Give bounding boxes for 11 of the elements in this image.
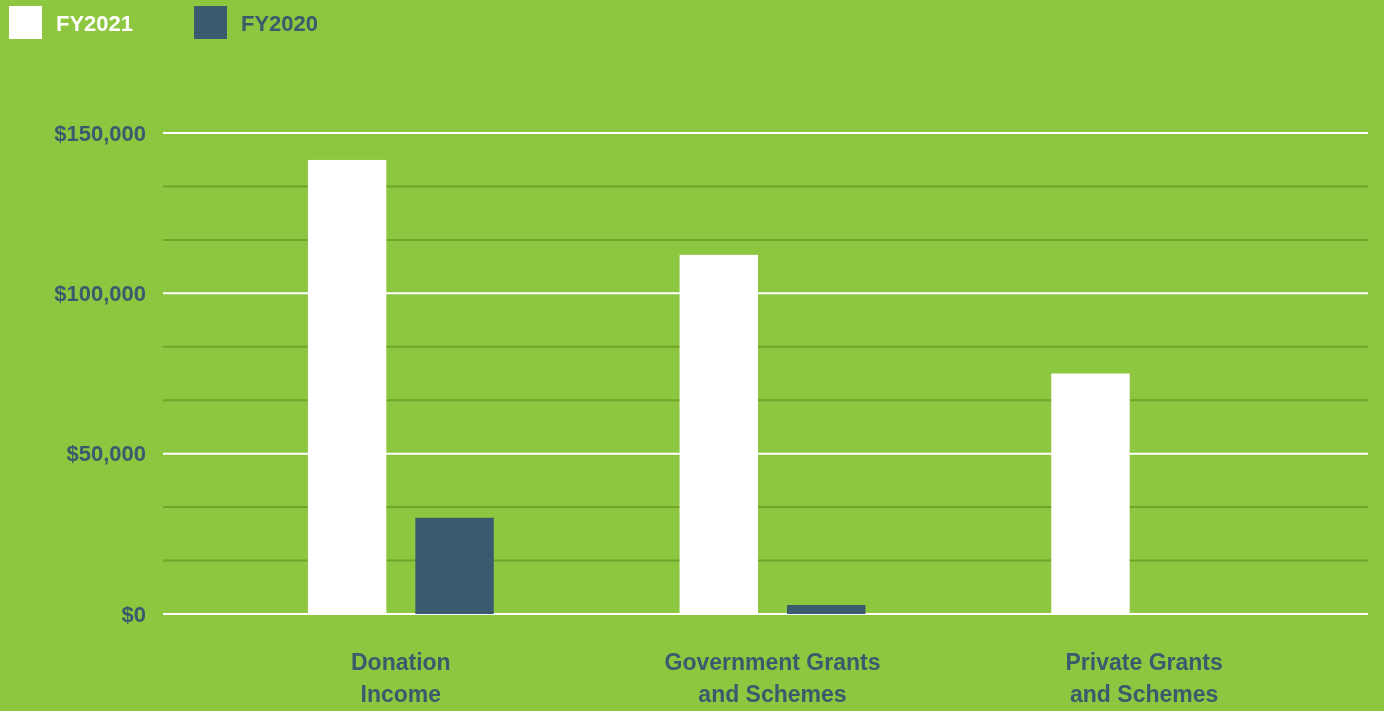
y-tick-label: $0 xyxy=(121,601,146,627)
legend-label: FY2021 xyxy=(56,10,134,36)
legend-label: FY2020 xyxy=(241,10,319,36)
x-tick-label: Donation Income xyxy=(351,649,451,707)
bar xyxy=(787,605,866,614)
bar xyxy=(415,517,494,614)
x-tick-label: Government Grants and Schemes xyxy=(664,649,881,707)
y-tick-label: $100,000 xyxy=(54,281,146,307)
x-tick-label: Private Grants and Schemes xyxy=(1065,649,1223,707)
y-tick-label: $50,000 xyxy=(66,441,146,467)
y-tick-label: $150,000 xyxy=(54,120,146,146)
